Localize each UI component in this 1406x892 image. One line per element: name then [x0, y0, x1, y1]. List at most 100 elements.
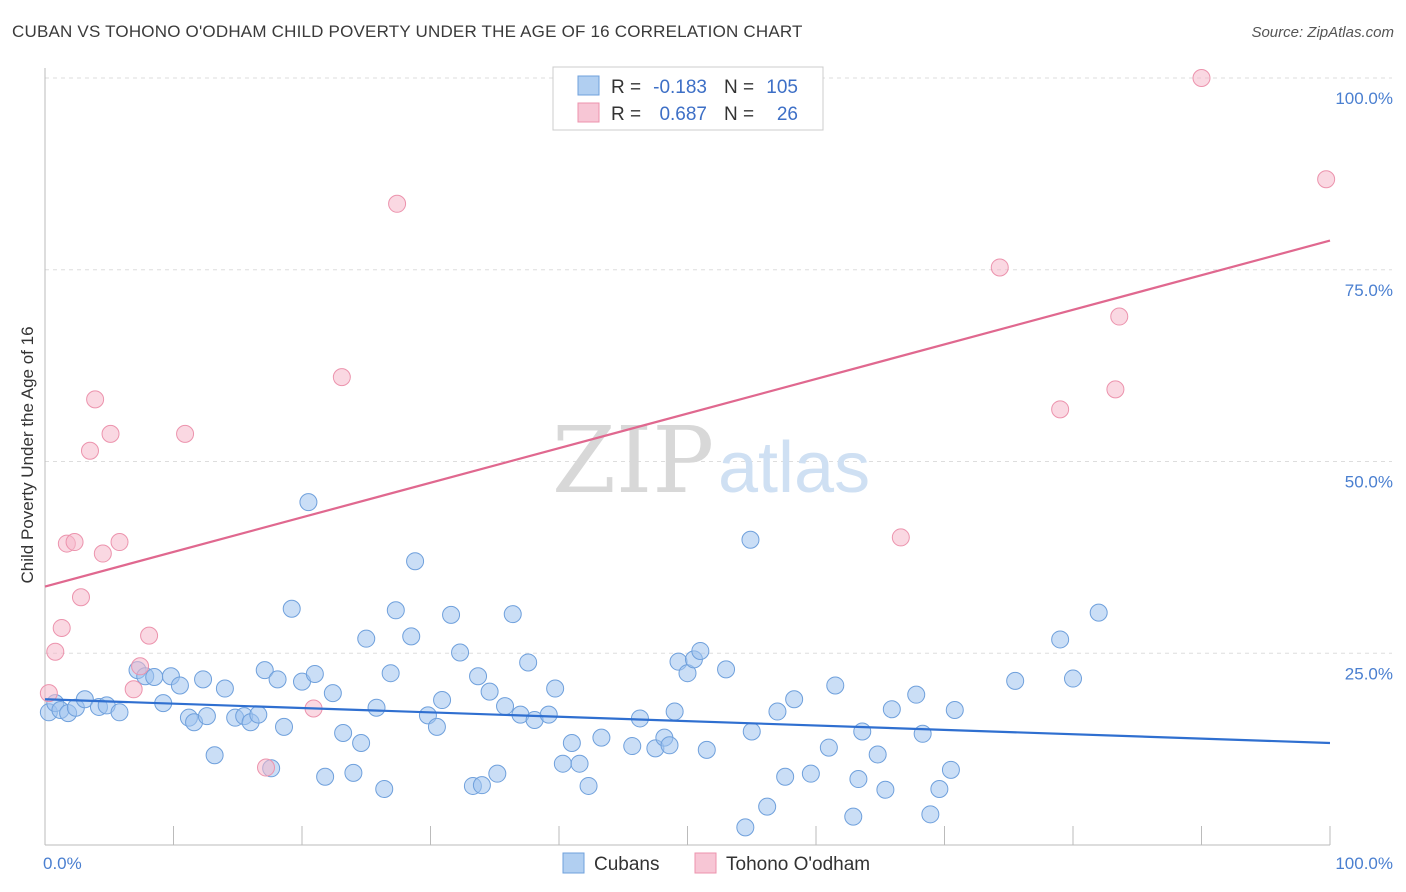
bottom-legend-swatch-tohono	[694, 852, 717, 874]
tohono-point	[140, 626, 159, 645]
legend-n-label: N =	[724, 104, 754, 125]
x-tick-label: 100.0%	[1335, 854, 1393, 873]
legend-r-label: R =	[611, 77, 641, 98]
cubans-point	[194, 670, 213, 689]
trend-lines	[44, 239, 1331, 745]
tohono-point	[71, 588, 90, 607]
cubans-point	[546, 679, 565, 698]
tohono-point	[39, 684, 58, 703]
cubans-point	[282, 599, 301, 618]
cubans-point	[323, 684, 342, 703]
bottom-legend-cubans: Cubans	[594, 854, 660, 875]
cubans-point	[469, 667, 488, 686]
cubans-point	[819, 738, 838, 757]
watermark: ZIP atlas	[552, 407, 870, 514]
cubans-point	[868, 745, 887, 764]
cubans-point	[406, 552, 425, 571]
cubans-point	[480, 682, 499, 701]
y-tick-label: 25.0%	[1345, 664, 1393, 683]
chart-title: CUBAN VS TOHONO O'ODHAM CHILD POVERTY UN…	[12, 22, 803, 41]
cubans-point	[907, 685, 926, 704]
cubans-point	[299, 493, 318, 512]
tohono-point	[110, 533, 129, 552]
cubans-point	[352, 733, 371, 752]
cubans-point	[1089, 603, 1108, 622]
tohono-point	[990, 258, 1009, 277]
cubans-point	[717, 660, 736, 679]
cubans-point	[451, 643, 470, 662]
tohono-point	[257, 758, 276, 777]
cubans-point	[170, 676, 189, 695]
cubans-point	[110, 703, 129, 722]
y-tick-label: 50.0%	[1345, 473, 1393, 492]
tohono-point	[86, 390, 105, 409]
cubans-point	[697, 740, 716, 759]
cubans-point	[801, 764, 820, 783]
cubans-point	[826, 676, 845, 695]
cubans-point	[562, 733, 581, 752]
bottom-legend-swatch-cubans	[562, 852, 585, 874]
cubans-point	[553, 754, 572, 773]
cubans-point	[539, 705, 558, 724]
tohono-point	[1192, 69, 1211, 87]
tohono-point	[388, 194, 407, 213]
legend-n-label: N =	[724, 77, 754, 98]
tohono-point	[131, 657, 150, 676]
legend-r-label: R =	[611, 104, 641, 125]
cubans-point	[375, 780, 394, 799]
cubans-point	[882, 700, 901, 719]
tohono-point	[1317, 170, 1336, 189]
cubans-point	[579, 776, 598, 795]
cubans-point	[853, 722, 872, 741]
cubans-point	[402, 627, 421, 646]
grid-lines	[45, 77, 1392, 654]
tohono-point	[101, 424, 120, 443]
legend-n-value-tohono: 26	[777, 104, 798, 125]
cubans-point	[1064, 669, 1082, 688]
cubans-point	[316, 767, 335, 786]
tohono-point	[65, 533, 84, 552]
cubans-point	[215, 679, 234, 698]
cubans-point	[381, 664, 400, 683]
cubans-point	[334, 724, 353, 743]
tohono-point	[124, 680, 143, 699]
tohono-point	[1106, 380, 1125, 399]
cubans-point	[519, 653, 538, 672]
source-label: Source: ZipAtlas.com	[1251, 24, 1394, 41]
x-tick-label: 0.0%	[43, 854, 82, 873]
tohono-point	[52, 618, 71, 637]
axes	[44, 68, 1331, 846]
watermark-zip: ZIP	[552, 407, 714, 514]
y-tick-label: 75.0%	[1345, 281, 1393, 300]
legend-r-value-cubans: -0.183	[653, 77, 707, 98]
cubans-point	[785, 690, 804, 709]
tohono-point	[176, 424, 195, 443]
cubans-point	[386, 601, 405, 620]
cubans-point	[941, 760, 960, 779]
cubans-point	[1006, 671, 1025, 690]
legend-r-value-tohono: 0.687	[659, 104, 707, 125]
cubans-point	[1051, 630, 1070, 649]
tohono-point	[332, 368, 351, 387]
tohono-point	[46, 642, 65, 661]
cubans-point	[268, 670, 287, 689]
cubans-point	[876, 780, 895, 799]
cubans-point	[496, 697, 515, 716]
cubans-point	[249, 705, 268, 724]
cubans-point	[570, 754, 589, 773]
cubans-point	[197, 707, 216, 726]
cubans-point	[660, 736, 679, 755]
x-tick-labels: 0.0% 100.0%	[43, 854, 1393, 873]
cubans-point	[367, 698, 386, 717]
cubans-point	[665, 702, 684, 721]
cubans-point	[776, 767, 795, 786]
tohono-trend-line	[44, 239, 1331, 588]
cubans-point	[357, 629, 376, 648]
legend: R = -0.183 N = 105 R = 0.687 N = 26	[552, 66, 824, 131]
cubans-point	[742, 722, 761, 741]
y-tick-label: 100.0%	[1335, 89, 1393, 108]
watermark-atlas: atlas	[718, 428, 870, 508]
cubans-point	[344, 763, 363, 782]
cubans-point	[691, 641, 710, 660]
cubans-point	[921, 805, 940, 824]
